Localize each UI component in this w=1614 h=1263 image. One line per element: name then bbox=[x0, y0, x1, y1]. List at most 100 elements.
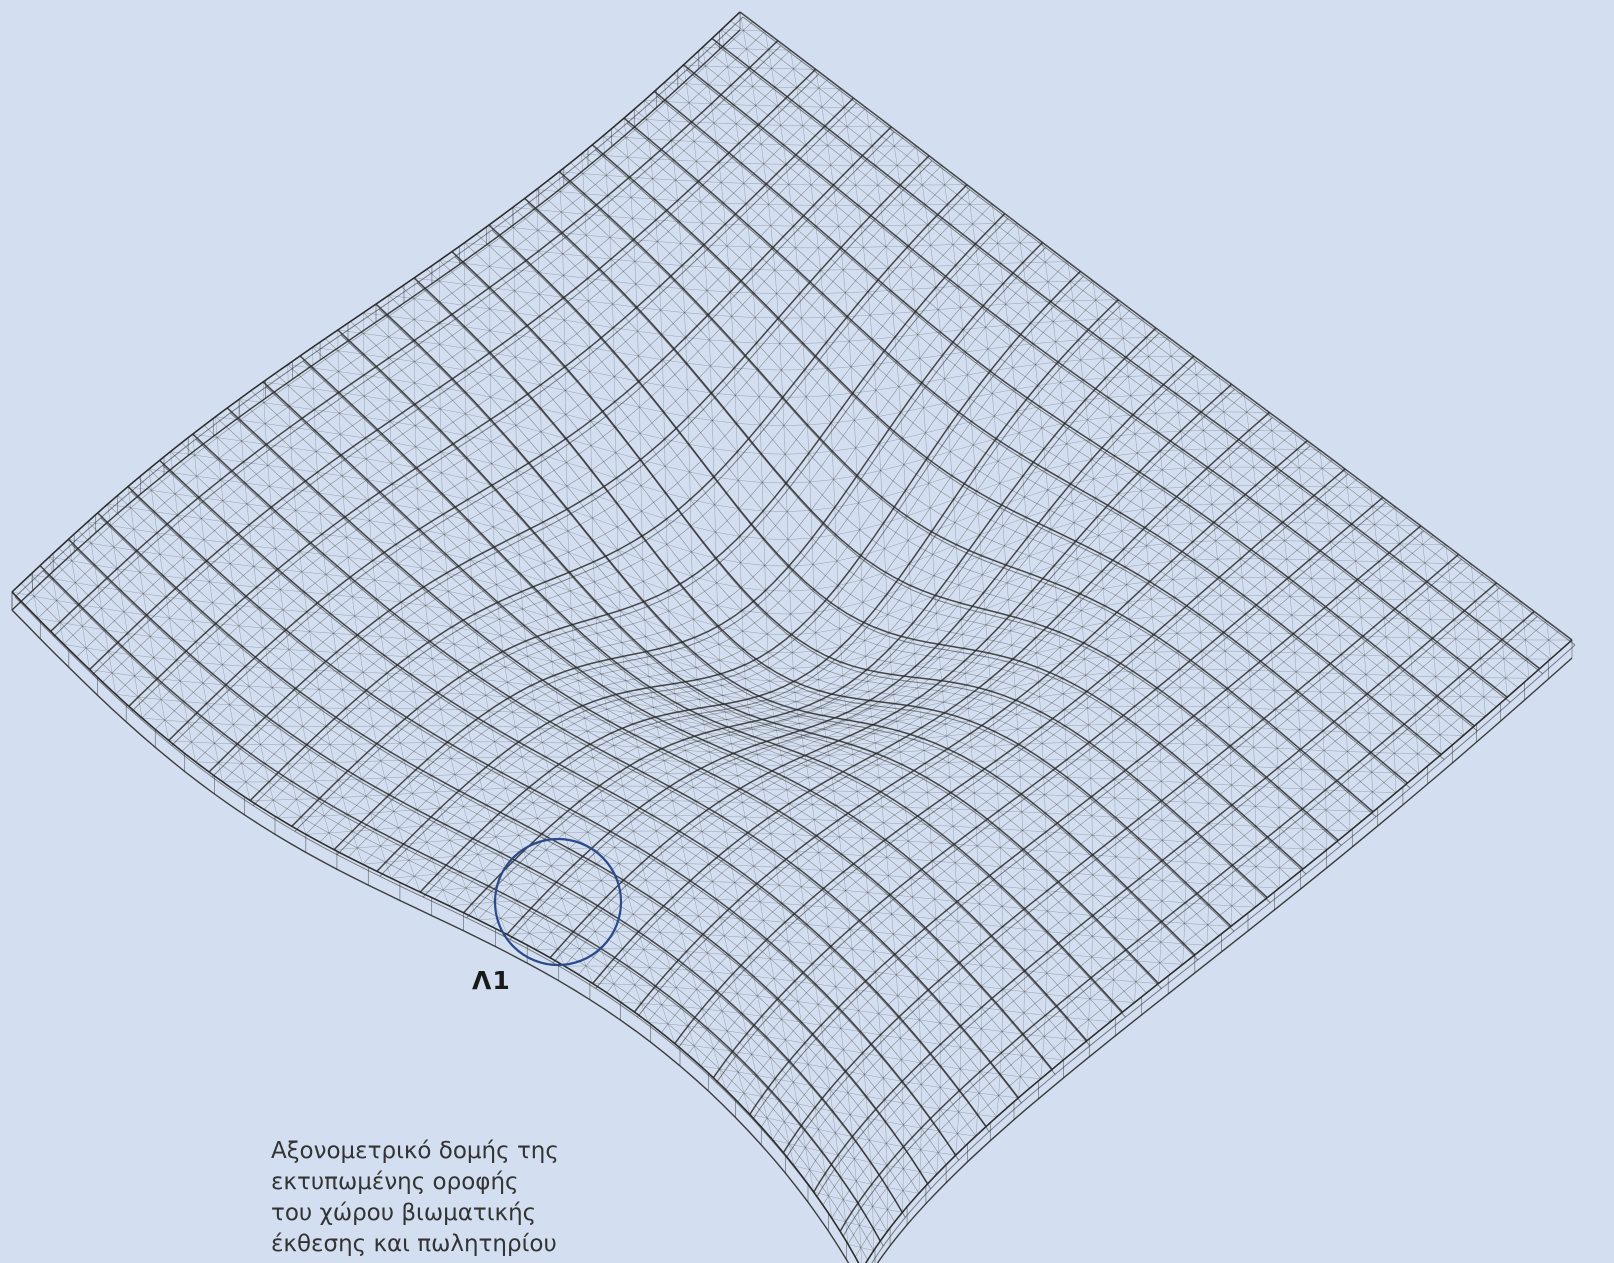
diagonal-line bbox=[168, 740, 1442, 756]
diagonal-line bbox=[87, 521, 1472, 669]
diagonal-line bbox=[312, 347, 1220, 426]
sub-grid-line bbox=[570, 162, 1385, 803]
sub-grid-line bbox=[236, 174, 955, 792]
roof-mesh bbox=[11, 11, 1576, 1263]
diagonal-line bbox=[337, 329, 1194, 398]
diagonal-line bbox=[449, 896, 1207, 946]
sub-grid-line bbox=[350, 321, 1171, 975]
sub-grid-line bbox=[477, 337, 1169, 921]
sub-grid-line bbox=[102, 78, 829, 683]
sub-grid-line bbox=[613, 126, 1431, 765]
sub-grid-line bbox=[692, 55, 1519, 688]
rib-line bbox=[561, 176, 1377, 818]
diagonal-line bbox=[620, 1001, 1064, 1061]
diagonal-line bbox=[790, 50, 888, 1232]
diagonal-line bbox=[1395, 506, 1419, 774]
diagonal-line bbox=[1521, 601, 1530, 679]
sub-grid-line bbox=[700, 487, 1371, 1067]
diagonal-line bbox=[739, 11, 862, 1263]
diagonal-line bbox=[674, 1043, 1019, 1099]
sub-grid-line bbox=[793, 563, 1472, 1166]
diagonal-line bbox=[1370, 487, 1397, 793]
diagonal-line bbox=[535, 948, 1135, 1003]
rib-line bbox=[92, 73, 819, 675]
diagonal-line bbox=[388, 295, 479, 920]
diagonal-line bbox=[536, 189, 649, 1023]
diagonal-line bbox=[192, 434, 251, 801]
sub-grid-line bbox=[434, 308, 1132, 900]
sub-grid-line bbox=[492, 346, 1182, 928]
diagonal-line bbox=[916, 146, 982, 1137]
sub-grid-line bbox=[822, 592, 1510, 1206]
sub-grid-line bbox=[76, 59, 804, 658]
sub-grid-line bbox=[772, 544, 1447, 1140]
diagonal-line bbox=[725, 1089, 976, 1137]
diagonal-line bbox=[250, 785, 1374, 813]
diagonal-line bbox=[581, 153, 701, 1067]
diagonal-line bbox=[363, 312, 1169, 371]
sub-grid-line bbox=[348, 251, 1056, 858]
diagonal-line bbox=[107, 504, 143, 719]
sub-grid-line bbox=[115, 88, 842, 695]
sub-grid-line bbox=[664, 82, 1486, 717]
diagonal-line bbox=[263, 381, 1270, 484]
sub-grid-line bbox=[141, 107, 867, 719]
rib-line bbox=[595, 149, 1411, 789]
diagonal-line bbox=[764, 31, 874, 1251]
diagonal-line bbox=[89, 669, 1508, 731]
diagonal-line bbox=[793, 1165, 919, 1194]
sub-grid-line bbox=[107, 503, 937, 1175]
sub-grid-line bbox=[63, 49, 791, 645]
rib-line bbox=[229, 412, 1056, 1075]
sub-grid-line bbox=[761, 535, 1434, 1128]
diagonal-line bbox=[1143, 318, 1186, 965]
diagonal-line bbox=[287, 364, 1245, 455]
diagonal-line bbox=[1042, 242, 1094, 1041]
rib-line bbox=[171, 131, 895, 746]
sub-grid-line bbox=[855, 630, 1560, 1258]
diagonal-line bbox=[847, 1243, 874, 1251]
sub-grid-line bbox=[155, 116, 879, 730]
rib-line bbox=[195, 438, 1022, 1104]
diagonal-line bbox=[559, 171, 676, 1044]
rib-line bbox=[509, 360, 1198, 940]
sub-grid-line bbox=[661, 459, 1333, 1033]
rib-line bbox=[653, 90, 1475, 727]
diagonal-line bbox=[488, 225, 593, 984]
diagonal-line bbox=[107, 503, 1446, 654]
sub-grid-line bbox=[195, 145, 917, 763]
rib-line bbox=[192, 433, 1019, 1099]
sub-grid-line bbox=[250, 390, 1076, 1051]
rib-line bbox=[558, 171, 1374, 813]
sub-grid-line bbox=[87, 521, 920, 1194]
sub-grid-line bbox=[500, 215, 1316, 860]
sub-grid-line bbox=[536, 189, 1351, 832]
diagonal-line bbox=[37, 617, 1551, 718]
diagonal-line bbox=[277, 800, 1351, 832]
rib-line bbox=[413, 277, 1232, 927]
diagonal-line bbox=[506, 931, 1159, 984]
sub-grid-line bbox=[512, 207, 1327, 851]
rib-line bbox=[375, 303, 1196, 956]
diagonal-line bbox=[439, 260, 1094, 294]
diagonal-line bbox=[391, 863, 1256, 908]
caption-line-4: έκθεσης και πωλητηρίου bbox=[271, 1231, 557, 1257]
diagonal-line bbox=[1067, 261, 1117, 1022]
diagonal-line bbox=[141, 717, 1464, 747]
diagonal-line bbox=[388, 295, 1144, 344]
diagonal-line bbox=[663, 82, 795, 1166]
diagonal-line bbox=[488, 224, 1043, 249]
diagonal-line bbox=[148, 468, 1396, 615]
sub-grid-line bbox=[391, 280, 1094, 879]
rib-line bbox=[595, 417, 1273, 989]
diagonal-line bbox=[192, 433, 1346, 567]
rib-line bbox=[626, 122, 1445, 760]
diagonal-line bbox=[305, 815, 1327, 851]
sub-grid-line bbox=[448, 318, 1144, 907]
diagonal-line bbox=[215, 416, 1320, 540]
diagonal-line bbox=[1017, 223, 1071, 1060]
sub-grid-line bbox=[203, 425, 1030, 1089]
diagonal-line bbox=[170, 451, 223, 782]
